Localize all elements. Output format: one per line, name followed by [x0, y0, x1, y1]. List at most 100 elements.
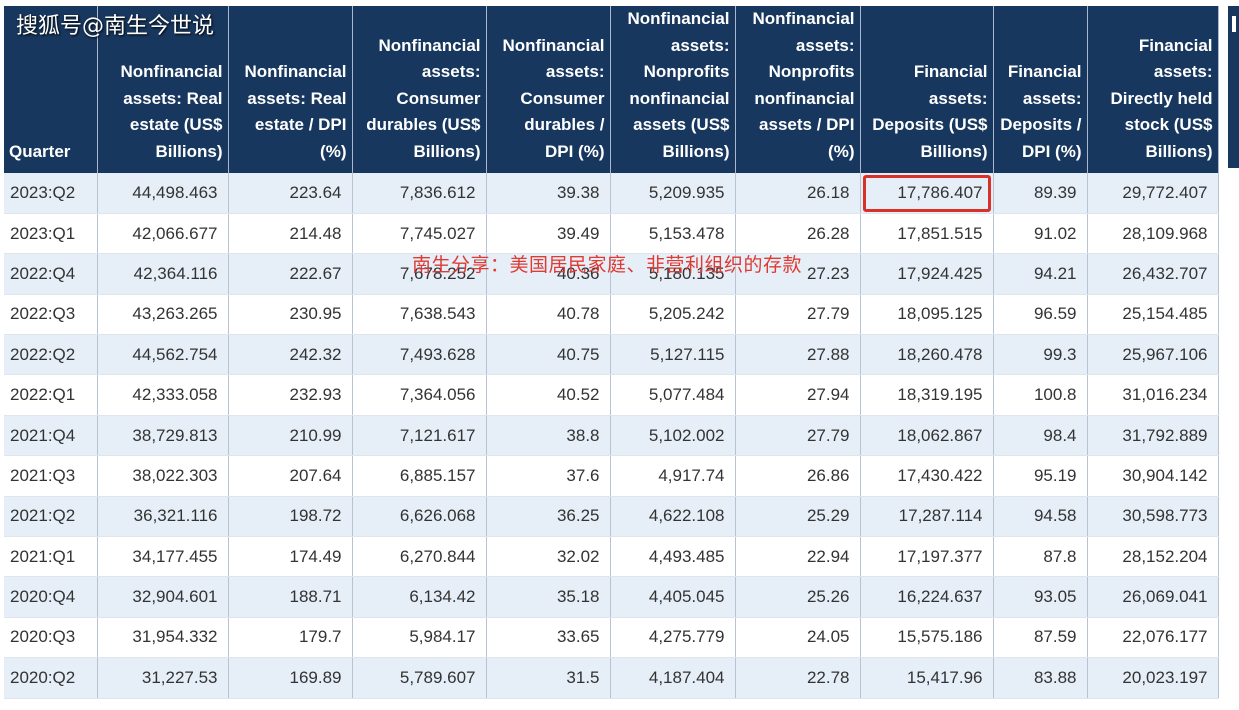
column-header-directly-held-stock[interactable]: Financial assets: Directly held stock (U… [1087, 6, 1219, 173]
table-row: 2022:Q2 44,562.754 242.32 7,493.628 40.7… [4, 334, 1219, 376]
table-row: 2020:Q3 31,954.332 179.7 5,984.17 33.65 … [4, 617, 1219, 659]
cell-real-estate-dpi: 230.95 [228, 294, 353, 336]
cell-directly-held-stock: 25,967.106 [1087, 334, 1219, 376]
cell-deposits: 17,197.377 [860, 536, 994, 578]
cell-nonprofits-assets: 5,209.935 [610, 173, 736, 214]
cell-real-estate: 31,227.53 [97, 657, 229, 699]
column-header-quarter[interactable]: Quarter [4, 6, 98, 173]
cell-deposits: 17,851.515 [860, 213, 994, 255]
cell-consumer-durables: 6,885.157 [352, 455, 487, 497]
table-row: 2022:Q3 43,263.265 230.95 7,638.543 40.7… [4, 294, 1219, 336]
cell-deposits: 15,417.96 [860, 657, 994, 699]
table-row: 2020:Q2 31,227.53 169.89 5,789.607 31.5 … [4, 657, 1219, 699]
cell-deposits-dpi: 93.05 [993, 576, 1088, 618]
cell-directly-held-stock: 28,152.204 [1087, 536, 1219, 578]
cell-real-estate-dpi: 232.93 [228, 374, 353, 416]
cell-real-estate-dpi: 188.71 [228, 576, 353, 618]
column-header-real-estate[interactable]: Nonfinancial assets: Real estate (US$ Bi… [97, 6, 229, 173]
cell-consumer-durables-dpi: 39.49 [486, 213, 611, 255]
cell-directly-held-stock: 28,109.968 [1087, 213, 1219, 255]
cell-deposits-dpi: 98.4 [993, 415, 1088, 457]
cell-consumer-durables: 6,626.068 [352, 496, 487, 538]
cell-deposits-dpi: 96.59 [993, 294, 1088, 336]
cell-nonprofits-assets-dpi: 27.79 [735, 415, 861, 457]
cell-consumer-durables-dpi: 40.78 [486, 294, 611, 336]
cell-directly-held-stock: 26,069.041 [1087, 576, 1219, 618]
cell-real-estate: 43,263.265 [97, 294, 229, 336]
cell-real-estate-dpi: 223.64 [228, 173, 353, 214]
cell-directly-held-stock: 29,772.407 [1087, 173, 1219, 214]
cell-consumer-durables: 7,678.252 [352, 253, 487, 295]
column-header-nonprofits-assets-dpi[interactable]: Nonfinancial assets: Nonprofits nonfinan… [735, 6, 861, 173]
cell-nonprofits-assets: 4,917.74 [610, 455, 736, 497]
cell-real-estate-dpi: 169.89 [228, 657, 353, 699]
cell-consumer-durables-dpi: 37.6 [486, 455, 611, 497]
column-header-consumer-durables-dpi[interactable]: Nonfinancial assets: Consumer durables /… [486, 6, 611, 173]
cell-nonprofits-assets: 5,180.135 [610, 253, 736, 295]
cell-real-estate-dpi: 210.99 [228, 415, 353, 457]
cell-directly-held-stock: 22,076.177 [1087, 617, 1219, 659]
column-header-real-estate-dpi[interactable]: Nonfinancial assets: Real estate / DPI (… [228, 6, 353, 173]
cell-deposits-dpi: 99.3 [993, 334, 1088, 376]
cell-real-estate-dpi: 207.64 [228, 455, 353, 497]
table-row: 2021:Q2 36,321.116 198.72 6,626.068 36.2… [4, 496, 1219, 538]
cell-deposits-dpi: 94.58 [993, 496, 1088, 538]
cell-real-estate: 34,177.455 [97, 536, 229, 578]
cell-real-estate: 36,321.116 [97, 496, 229, 538]
cell-consumer-durables-dpi: 32.02 [486, 536, 611, 578]
cell-nonprofits-assets: 4,493.485 [610, 536, 736, 578]
column-header-deposits-dpi[interactable]: Financial assets: Deposits / DPI (%) [993, 6, 1088, 173]
cell-quarter: 2021:Q3 [4, 455, 98, 497]
cell-real-estate: 42,333.058 [97, 374, 229, 416]
cell-quarter: 2021:Q1 [4, 536, 98, 578]
cell-deposits: 17,430.422 [860, 455, 994, 497]
cell-quarter: 2020:Q3 [4, 617, 98, 659]
cell-consumer-durables: 7,121.617 [352, 415, 487, 457]
truncated-header-glyph [1232, 16, 1236, 32]
cell-directly-held-stock: 26,432.707 [1087, 253, 1219, 295]
cell-real-estate-dpi: 214.48 [228, 213, 353, 255]
table-row: 2022:Q1 42,333.058 232.93 7,364.056 40.5… [4, 374, 1219, 416]
header-row: Quarter Nonfinancial assets: Real estate… [4, 6, 1219, 173]
cell-consumer-durables: 7,493.628 [352, 334, 487, 376]
cell-real-estate-dpi: 242.32 [228, 334, 353, 376]
cell-quarter: 2022:Q4 [4, 253, 98, 295]
cell-real-estate: 44,498.463 [97, 173, 229, 214]
cell-nonprofits-assets: 5,102.002 [610, 415, 736, 457]
cell-nonprofits-assets: 5,205.242 [610, 294, 736, 336]
cell-deposits: 17,924.425 [860, 253, 994, 295]
column-header-consumer-durables[interactable]: Nonfinancial assets: Consumer durables (… [352, 6, 487, 173]
column-header-deposits[interactable]: Financial assets: Deposits (US$ Billions… [860, 6, 994, 173]
cell-nonprofits-assets-dpi: 24.05 [735, 617, 861, 659]
cell-quarter: 2020:Q2 [4, 657, 98, 699]
cell-nonprofits-assets: 4,275.779 [610, 617, 736, 659]
table-row: 2023:Q2 44,498.463 223.64 7,836.612 39.3… [4, 173, 1219, 214]
cell-consumer-durables-dpi: 31.5 [486, 657, 611, 699]
table-row: 2021:Q1 34,177.455 174.49 6,270.844 32.0… [4, 536, 1219, 578]
table-row: 2023:Q1 42,066.677 214.48 7,745.027 39.4… [4, 213, 1219, 255]
column-header-nonprofits-assets[interactable]: Nonfinancial assets: Nonprofits nonfinan… [610, 6, 736, 173]
cell-quarter: 2022:Q1 [4, 374, 98, 416]
table-row: 2021:Q4 38,729.813 210.99 7,121.617 38.8… [4, 415, 1219, 457]
watermark: 搜狐号@南生今世说 [16, 14, 215, 39]
cell-deposits-dpi: 89.39 [993, 173, 1088, 214]
cell-deposits-dpi: 91.02 [993, 213, 1088, 255]
cell-consumer-durables: 5,984.17 [352, 617, 487, 659]
cell-deposits-dpi: 87.8 [993, 536, 1088, 578]
cell-nonprofits-assets-dpi: 26.18 [735, 173, 861, 214]
cell-deposits: 18,260.478 [860, 334, 994, 376]
truncated-next-column [1228, 6, 1239, 710]
cell-deposits-dpi: 94.21 [993, 253, 1088, 295]
cell-quarter: 2022:Q3 [4, 294, 98, 336]
cell-nonprofits-assets-dpi: 27.79 [735, 294, 861, 336]
cell-deposits-dpi: 100.8 [993, 374, 1088, 416]
cell-real-estate: 42,066.677 [97, 213, 229, 255]
cell-nonprofits-assets-dpi: 22.94 [735, 536, 861, 578]
cell-real-estate: 42,364.116 [97, 253, 229, 295]
cell-deposits: 18,319.195 [860, 374, 994, 416]
cell-deposits-dpi: 87.59 [993, 617, 1088, 659]
cell-real-estate-dpi: 174.49 [228, 536, 353, 578]
cell-consumer-durables-dpi: 39.38 [486, 173, 611, 214]
household-assets-table-container: Quarter Nonfinancial assets: Real estate… [4, 6, 1239, 699]
cell-deposits-dpi: 83.88 [993, 657, 1088, 699]
